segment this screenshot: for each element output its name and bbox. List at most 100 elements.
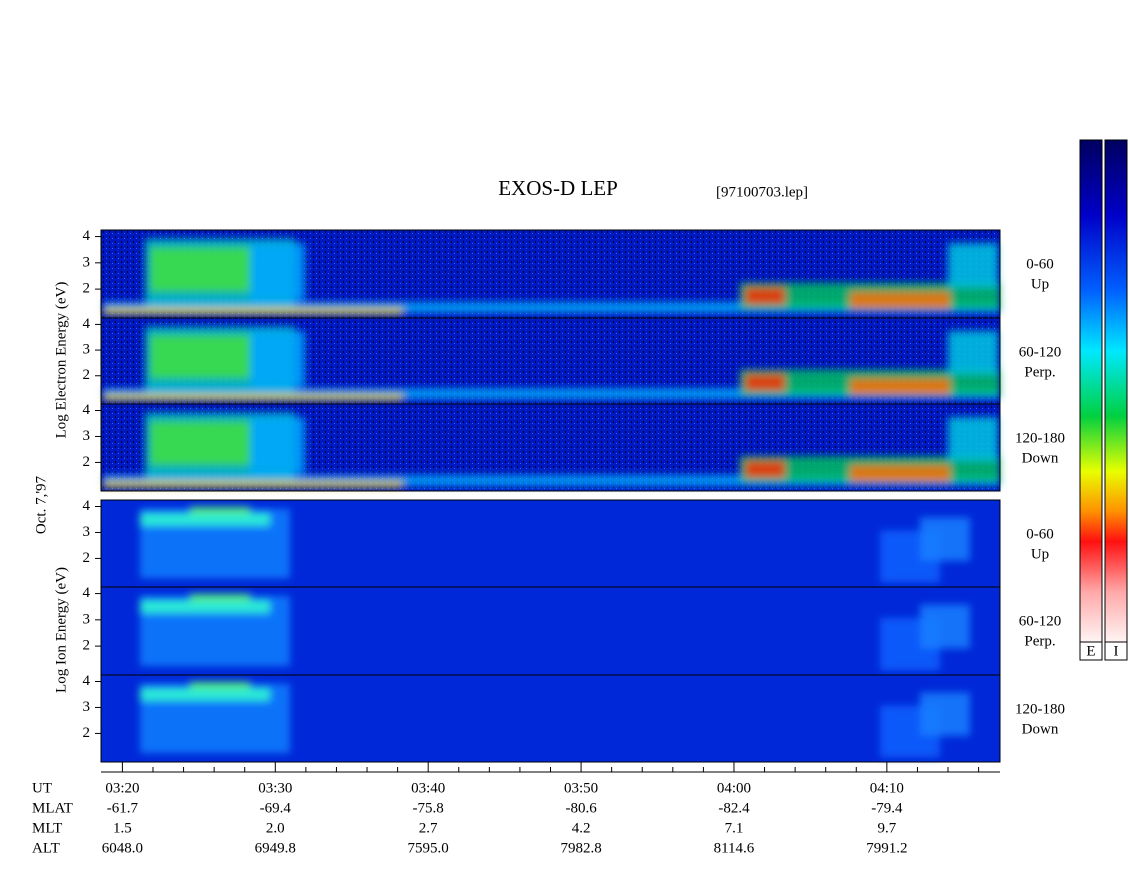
y-tick-label: 2: [83, 281, 91, 297]
panel-frame: [100, 403, 1001, 492]
spectrogram-panel: [100, 403, 1001, 492]
spectrogram-features: [103, 326, 1000, 401]
feature: [103, 388, 1000, 399]
feature: [190, 594, 250, 602]
x-tick-label: 04:10: [870, 780, 904, 796]
feature: [850, 464, 950, 483]
feature: [150, 247, 250, 292]
panel-label: Up: [1031, 276, 1049, 292]
feature: [103, 475, 1000, 486]
spectrogram-panel: [100, 317, 1001, 405]
feature: [103, 302, 1000, 313]
feature: [140, 513, 270, 527]
feature: [920, 517, 970, 561]
feature: [745, 373, 785, 392]
y-tick-label: 2: [83, 550, 91, 566]
panel-label: 60-120: [1019, 344, 1062, 360]
panel-label: 0-60: [1026, 256, 1054, 272]
x-tick-label: 03:50: [564, 780, 598, 796]
feature: [190, 506, 250, 514]
feature: [920, 604, 970, 649]
ephemeris-value: 6949.8: [255, 840, 296, 856]
y-tick-label: 3: [83, 254, 91, 270]
y-tick-label: 3: [83, 699, 91, 715]
panel-label: Perp.: [1024, 364, 1055, 380]
feature: [140, 600, 270, 614]
row-label: ALT: [32, 840, 60, 856]
feature: [250, 330, 305, 387]
ephemeris-value: 7.1: [725, 820, 744, 836]
ephemeris-value: -80.6: [565, 800, 597, 816]
panel-label: Down: [1022, 721, 1059, 737]
ephemeris-value: 6048.0: [102, 840, 143, 856]
feature: [150, 421, 250, 465]
x-tick-label: 03:30: [258, 780, 292, 796]
panel-label: 60-120: [1019, 613, 1062, 629]
y-axis-label: Log Electron Energy (eV): [53, 282, 69, 439]
y-tick-label: 4: [83, 673, 91, 689]
ephemeris-value: 7595.0: [408, 840, 449, 856]
feature: [190, 681, 250, 689]
y-axis-label: Log Ion Energy (eV): [53, 567, 69, 693]
feature: [850, 378, 950, 396]
feature: [250, 417, 305, 474]
y-tick-label: 3: [83, 611, 91, 627]
feature: [745, 460, 785, 478]
feature: [103, 480, 403, 488]
ephemeris-value: 7991.2: [866, 840, 907, 856]
feature: [140, 688, 270, 702]
ephemeris-value: -82.4: [718, 800, 750, 816]
y-tick-label: 3: [83, 428, 91, 444]
date-label: Oct. 7,'97: [33, 475, 49, 534]
row-label: UT: [32, 780, 52, 796]
y-tick-label: 3: [83, 342, 91, 358]
ephemeris-value: 2.0: [266, 820, 285, 836]
y-tick-label: 2: [83, 367, 91, 383]
colorbar-label: E: [1086, 643, 1095, 659]
colorbar-label: I: [1114, 643, 1119, 659]
panel-label: Perp.: [1024, 633, 1055, 649]
chart-title: EXOS-D LEP: [498, 176, 618, 200]
feature: [920, 692, 970, 736]
x-tick-label: 03:20: [105, 780, 139, 796]
ephemeris-value: 9.7: [877, 820, 896, 836]
y-tick-label: 4: [83, 498, 91, 514]
panel-label: Up: [1031, 546, 1049, 562]
colorbar-label-box: [1104, 641, 1128, 661]
y-tick-label: 3: [83, 524, 91, 540]
y-tick-label: 2: [83, 454, 91, 470]
panel-label: 120-180: [1015, 430, 1065, 446]
row-label: MLAT: [32, 800, 73, 816]
spectrogram-features: [140, 594, 970, 671]
colorbar: [1104, 139, 1128, 643]
panel-label: 0-60: [1026, 526, 1054, 542]
spectrogram-panel: [100, 674, 1001, 763]
feature: [948, 330, 998, 374]
feature: [250, 243, 305, 301]
panel-label: 120-180: [1015, 701, 1065, 717]
ephemeris-value: 8114.6: [714, 840, 755, 856]
y-tick-label: 4: [83, 402, 91, 418]
y-tick-label: 4: [83, 316, 91, 332]
colorbar-label-box: [1079, 641, 1103, 661]
feature: [150, 335, 250, 379]
ephemeris-value: 7982.8: [560, 840, 601, 856]
ephemeris-value: -75.8: [413, 800, 444, 816]
y-tick-label: 2: [83, 638, 91, 654]
file-name: [97100703.lep]: [716, 184, 808, 200]
y-tick-label: 4: [83, 228, 91, 244]
spectrogram-features: [103, 238, 1000, 315]
ephemeris-value: 1.5: [113, 820, 132, 836]
y-tick-label: 2: [83, 725, 91, 741]
spectrogram-features: [103, 412, 1000, 488]
spectrogram-panel: [100, 229, 1001, 319]
spectrogram-panel: [100, 586, 1001, 676]
ephemeris-value: -61.7: [107, 800, 139, 816]
y-tick-label: 4: [83, 585, 91, 601]
panel-frame: [100, 674, 1001, 763]
spectrogram-features: [140, 506, 970, 583]
ephemeris-value: 2.7: [419, 820, 438, 836]
feature: [948, 417, 998, 461]
